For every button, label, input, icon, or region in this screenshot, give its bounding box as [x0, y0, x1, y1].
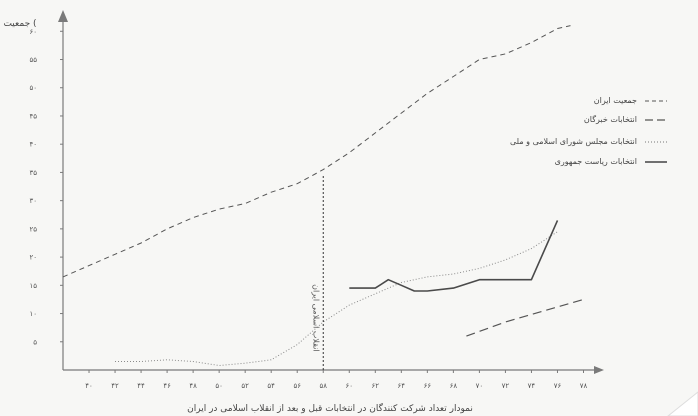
axes	[58, 10, 604, 374]
x-tick-label: ۴۴	[137, 382, 145, 390]
y-axis-title: جمعیت (	[3, 19, 36, 29]
y-tick-label: ۵۰	[29, 84, 37, 92]
parliament-election-line	[115, 231, 558, 366]
page-curl	[667, 391, 698, 416]
x-tick-label: ۵۶	[293, 382, 301, 390]
x-tick-label: ۶۶	[424, 382, 432, 390]
y-tick-label: ۳۵	[29, 169, 37, 177]
x-tick-label: ۷۲	[502, 382, 510, 390]
legend-label: انتخابات خبرگان	[584, 114, 637, 124]
legend-label: انتخابات مجلس شورای اسلامی و ملی	[510, 137, 637, 146]
x-tick-label: ۴۲	[111, 382, 119, 390]
series-lines	[62, 25, 584, 366]
x-tick-label: ۵۸	[319, 382, 327, 390]
y-tick-label: ۲۵	[29, 225, 37, 233]
revolution-annotation: انقلاب اسلامی ایران	[311, 284, 320, 352]
y-tick-label: ۱۰	[29, 310, 37, 318]
x-tick-label: ۵۰	[215, 382, 223, 390]
legend-item-experts: انتخابات خبرگان	[584, 114, 667, 124]
legend-item-population: جمعیت ایران	[594, 96, 667, 105]
legend-item-presidential: انتخابات ریاست جمهوری	[555, 157, 667, 166]
x-tick-label: ۷۰	[476, 382, 484, 390]
y-tick-label: ۴۰	[29, 141, 37, 149]
x-ticks: ۴۰ ۴۲ ۴۴ ۴۶ ۴۸ ۵۰ ۵۲ ۵۴ ۵۶ ۵۸ ۶۰ ۶۲ ۶۴ ۶۶ ۶۸ ۷۰ ۷۲ ۷۴ ۷۶ ۷۸	[85, 370, 587, 390]
y-tick-label: ۵	[33, 338, 37, 346]
y-tick-label: ۶۰	[29, 28, 37, 36]
x-tick-label: ۶۲	[372, 382, 380, 390]
legend-item-parliament: انتخابات مجلس شورای اسلامی و ملی	[510, 137, 667, 146]
x-tick-label: ۵۴	[267, 382, 275, 390]
legend-label: جمعیت ایران	[594, 96, 637, 105]
x-tick-label: ۷۶	[554, 382, 562, 390]
x-tick-label: ۷۸	[580, 382, 588, 390]
x-tick-label: ۶۸	[450, 382, 458, 390]
population-line	[62, 25, 571, 278]
y-tick-label: ۱۵	[29, 282, 37, 290]
chart-caption: نمودار تعداد شرکت کنندگان در انتخابات قب…	[187, 402, 473, 414]
x-axis-arrow	[594, 366, 604, 374]
x-tick-label: ۴۶	[163, 382, 171, 390]
y-tick-label: ۲۰	[29, 254, 37, 262]
x-tick-label: ۴۸	[189, 382, 197, 390]
x-tick-label: ۶۴	[398, 382, 406, 390]
x-tick-label: ۵۲	[241, 382, 249, 390]
y-ticks: ۵ ۱۰ ۱۵ ۲۰ ۲۵ ۳۰ ۳۵ ۴۰ ۴۵ ۵۰ ۵۵ ۶۰	[29, 28, 63, 346]
x-tick-label: ۴۰	[85, 382, 93, 390]
legend-label: انتخابات ریاست جمهوری	[555, 157, 637, 166]
legend: جمعیت ایران انتخابات خبرگان انتخابات مجل…	[510, 96, 667, 166]
y-tick-label: ۵۵	[29, 56, 37, 64]
experts-election-line	[466, 298, 584, 337]
x-tick-label: ۷۴	[528, 382, 536, 390]
x-tick-label: ۶۰	[346, 382, 354, 390]
y-axis-arrow	[58, 10, 68, 22]
y-tick-label: ۴۵	[29, 112, 37, 120]
presidential-election-line	[349, 220, 559, 292]
y-tick-label: ۳۰	[29, 197, 37, 205]
